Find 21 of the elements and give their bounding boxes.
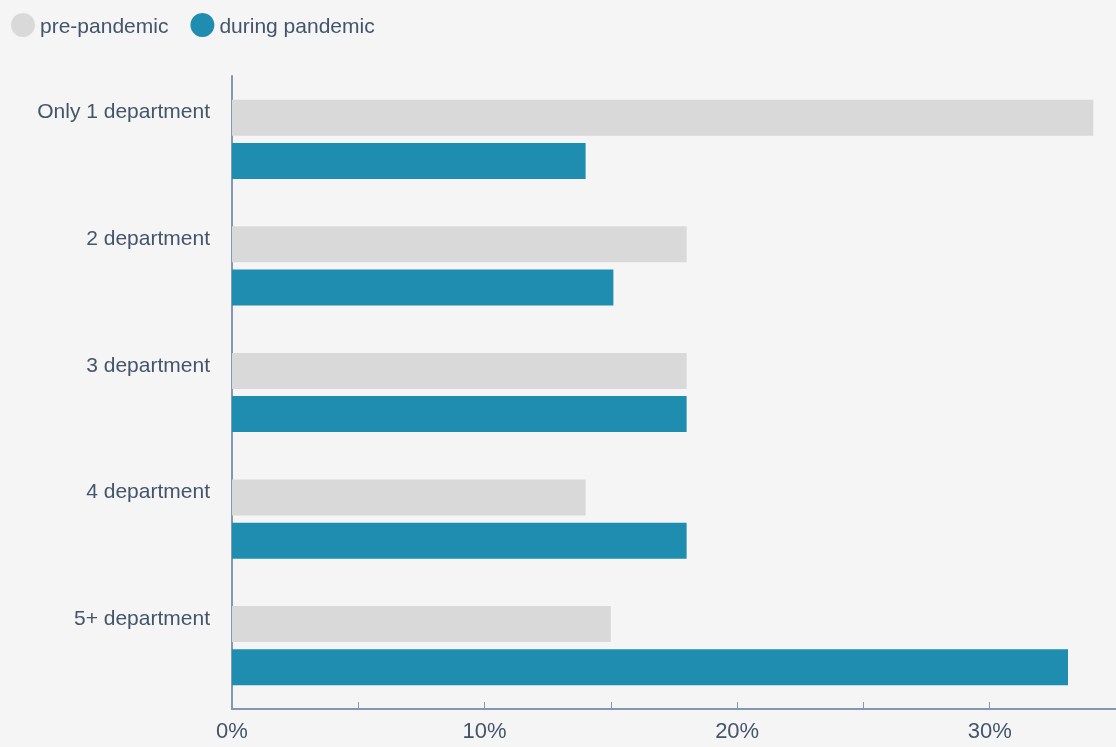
y-tick-label: 2 department <box>86 225 211 249</box>
bar <box>232 352 687 389</box>
bar <box>232 649 1069 686</box>
x-tick-label: 0% <box>216 717 248 743</box>
bar <box>232 479 586 516</box>
bar <box>232 269 614 306</box>
y-tick-label: 3 department <box>86 352 211 376</box>
y-tick-label: 4 department <box>86 479 211 503</box>
bar <box>232 606 611 643</box>
x-tick-label: 10% <box>462 717 507 743</box>
bar <box>232 226 687 263</box>
x-tick-label: 30% <box>967 717 1012 743</box>
bar <box>232 396 687 433</box>
bar <box>232 522 687 559</box>
bar <box>232 99 1094 136</box>
x-tick-label: 20% <box>715 717 760 743</box>
bar <box>232 142 586 179</box>
y-tick-label: 5+ department <box>73 605 211 629</box>
y-tick-label: Only 1 department <box>37 99 211 123</box>
legend-label: pre-pandemic <box>40 13 169 37</box>
legend-label: during pandemic <box>219 13 375 37</box>
